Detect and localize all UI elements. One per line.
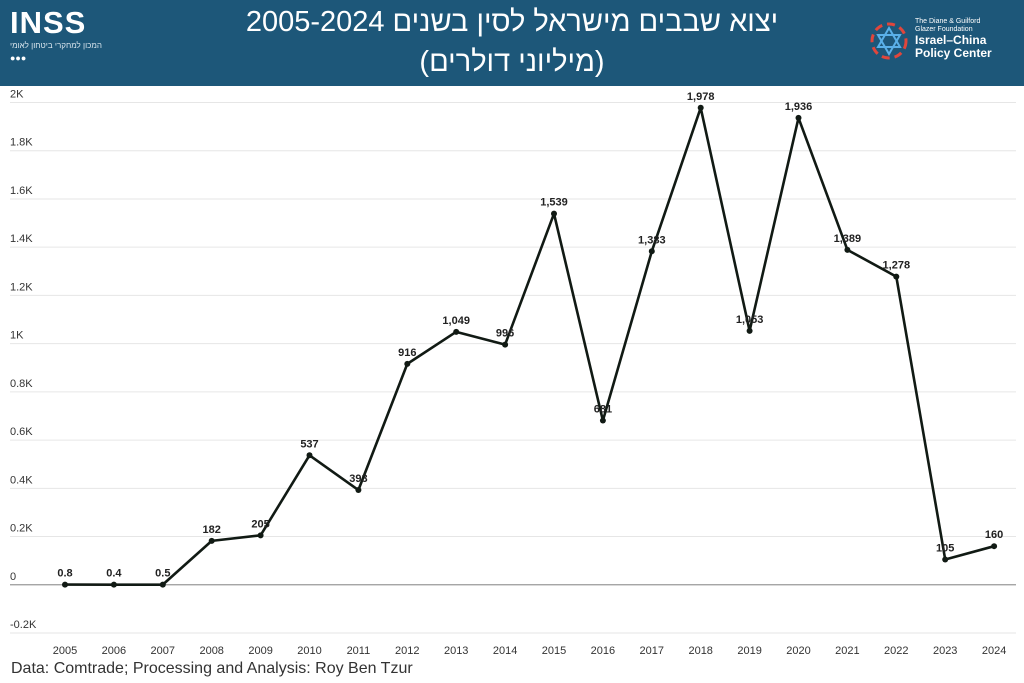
- inss-logo-subtitle: המכון למחקרי ביטחון לאומי: [10, 41, 102, 50]
- data-label: 1,278: [883, 260, 911, 272]
- data-label: 0.5: [155, 568, 170, 580]
- x-tick-label: 2014: [493, 645, 517, 657]
- x-tick-label: 2011: [347, 645, 371, 657]
- data-point: [599, 417, 606, 424]
- y-tick-label: 1.8K: [10, 137, 33, 149]
- data-label: 393: [349, 473, 367, 485]
- y-tick-label: 0: [10, 571, 16, 583]
- header-banner: INSS המכון למחקרי ביטחון לאומי ●●● יצוא …: [0, 0, 1024, 86]
- data-point: [991, 543, 998, 550]
- data-label: 537: [300, 438, 318, 450]
- inss-logo-text: INSS: [10, 5, 87, 40]
- x-tick-label: 2006: [102, 645, 126, 657]
- y-tick-label: 0.8K: [10, 378, 33, 390]
- data-point: [551, 210, 557, 217]
- data-label: 0.4: [106, 568, 122, 580]
- data-point: [502, 341, 509, 348]
- data-point: [746, 327, 753, 334]
- data-point: [795, 114, 802, 121]
- data-point: [453, 328, 460, 335]
- y-tick-label: 0.4K: [10, 474, 33, 486]
- data-point: [306, 452, 313, 459]
- x-tick-label: 2012: [395, 645, 419, 657]
- data-point: [62, 581, 68, 588]
- data-point: [208, 537, 215, 544]
- y-tick-label: -0.2K: [10, 619, 37, 631]
- data-point: [844, 246, 851, 253]
- center-name-line2: Policy Center: [915, 46, 992, 60]
- data-label: 1,049: [442, 315, 470, 327]
- data-label: 0.8: [57, 568, 72, 580]
- israel-china-policy-center-logo: The Diane & Guilford Glazer Foundation I…: [868, 18, 1018, 72]
- x-tick-label: 2008: [199, 645, 223, 657]
- source-note: Data: Comtrade; Processing and Analysis:…: [11, 660, 413, 677]
- data-point: [355, 487, 362, 494]
- x-tick-label: 2009: [248, 645, 272, 657]
- data-point: [648, 248, 655, 255]
- data-label: 160: [985, 529, 1003, 541]
- x-tick-label: 2015: [542, 645, 566, 657]
- y-tick-label: 1.6K: [10, 185, 33, 197]
- data-point: [697, 104, 704, 111]
- chart-subtitle: (מיליוני דולרים): [419, 46, 605, 78]
- x-tick-label: 2016: [591, 645, 615, 657]
- data-label: 1,936: [785, 101, 813, 113]
- data-point: [110, 581, 117, 588]
- x-tick-label: 2007: [151, 645, 175, 657]
- x-tick-label: 2013: [444, 645, 468, 657]
- inss-logo-dots: ●●●: [10, 53, 27, 63]
- x-tick-label: 2018: [688, 645, 712, 657]
- x-tick-label: 2023: [933, 645, 957, 657]
- x-tick-label: 2021: [835, 645, 859, 657]
- data-point: [257, 532, 264, 539]
- foundation-line2: Glazer Foundation: [915, 26, 973, 33]
- data-label: 1,389: [834, 233, 862, 245]
- y-tick-label: 0.2K: [10, 523, 33, 535]
- data-point: [893, 273, 900, 280]
- data-point: [404, 360, 411, 367]
- x-tick-label: 2019: [737, 645, 761, 657]
- data-label: 996: [496, 328, 514, 340]
- y-tick-label: 1.4K: [10, 233, 33, 245]
- x-tick-label: 2010: [297, 645, 321, 657]
- x-tick-label: 2024: [982, 645, 1006, 657]
- x-tick-label: 2017: [640, 645, 664, 657]
- x-tick-label: 2005: [53, 645, 77, 657]
- data-label: 681: [594, 404, 612, 416]
- chart-title: יצוא שבבים מישראל לסין בשנים 2005-2024: [245, 6, 779, 38]
- data-label: 105: [936, 542, 954, 554]
- x-tick-label: 2020: [786, 645, 810, 657]
- data-label: 1,383: [638, 234, 666, 246]
- foundation-line1: The Diane & Guilford: [915, 18, 981, 25]
- data-point: [159, 581, 166, 588]
- series-line: [63, 106, 996, 586]
- line-chart: -0.2K 0 0.2K 0.4K 0.6K 0.8K 1K 1.2K 1.4K 1.6K 1.8K…: [10, 89, 1016, 657]
- y-tick-label: 0.6K: [10, 426, 33, 438]
- data-label: 1,539: [540, 197, 568, 209]
- data-label: 205: [251, 518, 269, 530]
- data-label: 1,053: [736, 314, 764, 326]
- data-label: 1,978: [687, 91, 715, 103]
- center-name-line1: Israel–China: [915, 33, 987, 47]
- data-point: [942, 556, 949, 563]
- star-of-david-icon: [870, 22, 908, 60]
- data-label: 182: [203, 524, 221, 536]
- y-tick-label: 1K: [10, 330, 24, 342]
- y-tick-label: 1.2K: [10, 281, 33, 293]
- data-label: 916: [398, 347, 416, 359]
- x-tick-label: 2022: [884, 645, 908, 657]
- inss-logo: INSS המכון למחקרי ביטחון לאומי ●●●: [10, 5, 108, 66]
- y-tick-label: 2K: [10, 89, 24, 101]
